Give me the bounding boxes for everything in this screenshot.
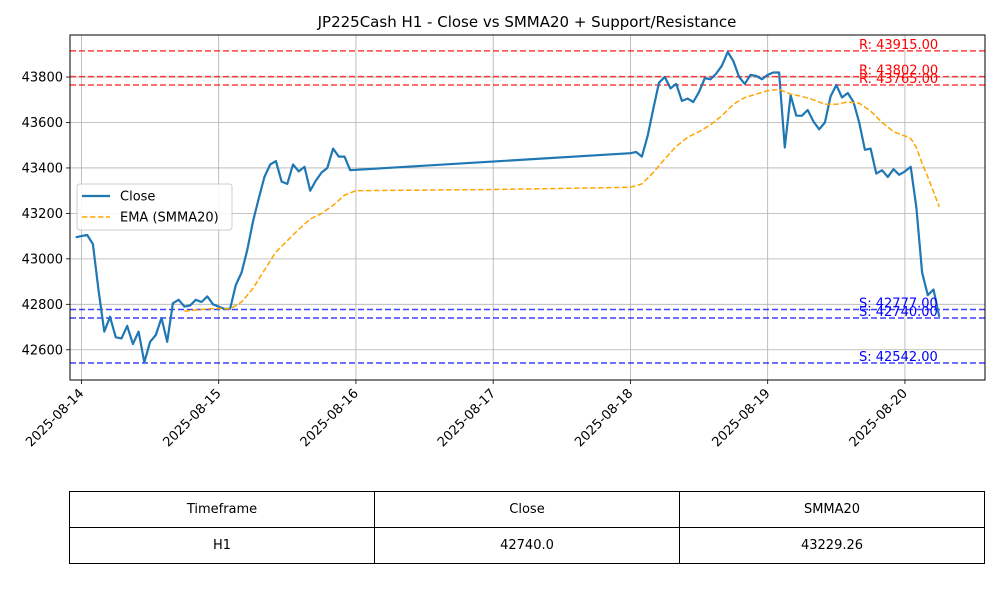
x-tick-label: 2025-08-19 — [709, 386, 773, 450]
x-tick-label: 2025-08-16 — [298, 386, 362, 450]
support-label: S: 42777.00 — [859, 297, 938, 312]
table-cell-close: 42740.0 — [374, 527, 680, 564]
chart: 2025-08-14 2025-08-15 2025-08-16 2025-08-17… — [22, 13, 986, 451]
x-tick-label: 2025-08-17 — [435, 386, 499, 450]
y-tick-label: 43800 — [22, 71, 63, 86]
x-tick-label: 2025-08-20 — [847, 386, 911, 450]
x-tick-label: 2025-08-14 — [23, 386, 87, 450]
chart-title: JP225Cash H1 - Close vs SMMA20 + Support… — [317, 13, 737, 31]
table-row: H1 42740.0 43229.26 — [69, 527, 985, 564]
close-series-line — [75, 50, 941, 364]
smma20-series-line — [184, 88, 940, 312]
support-label: S: 42740.00 — [859, 305, 938, 320]
table-header-close: Close — [374, 491, 680, 528]
legend-close-label: Close — [120, 190, 155, 205]
axes: 2025-08-14 2025-08-15 2025-08-16 2025-08-17… — [22, 71, 911, 451]
x-tick-label: 2025-08-18 — [572, 386, 636, 450]
resistance-label: R: 43802.00 — [859, 64, 938, 79]
legend-box — [76, 183, 233, 231]
y-tick-label: 42600 — [22, 343, 63, 358]
resistance-label: R: 43765.00 — [859, 72, 938, 87]
plot-frame — [69, 34, 986, 381]
y-tick-label: 43400 — [22, 161, 63, 176]
table-header-smma20: SMMA20 — [679, 491, 985, 528]
legend-smma-label: EMA (SMMA20) — [120, 211, 219, 226]
table-header-timeframe: Timeframe — [69, 491, 375, 528]
series — [75, 50, 941, 364]
support-label: S: 42542.00 — [859, 350, 938, 365]
level-labels: R: 43915.00 R: 43802.00R: 43765.00 S: 4277… — [859, 38, 938, 365]
legend: Close EMA (SMMA20) — [76, 183, 233, 231]
table-cell-timeframe: H1 — [69, 527, 375, 564]
resistance-label: R: 43915.00 — [859, 38, 938, 53]
y-tick-label: 43600 — [22, 116, 63, 131]
table-cell-smma20: 43229.26 — [679, 527, 985, 564]
table-header-row: Timeframe Close SMMA20 — [69, 491, 985, 528]
x-tick-label: 2025-08-15 — [160, 386, 224, 450]
y-tick-label: 43200 — [22, 207, 63, 222]
y-tick-label: 43000 — [22, 252, 63, 267]
y-tick-label: 42800 — [22, 298, 63, 313]
summary-table: Timeframe Close SMMA20 H1 42740.0 43229.… — [69, 491, 985, 564]
